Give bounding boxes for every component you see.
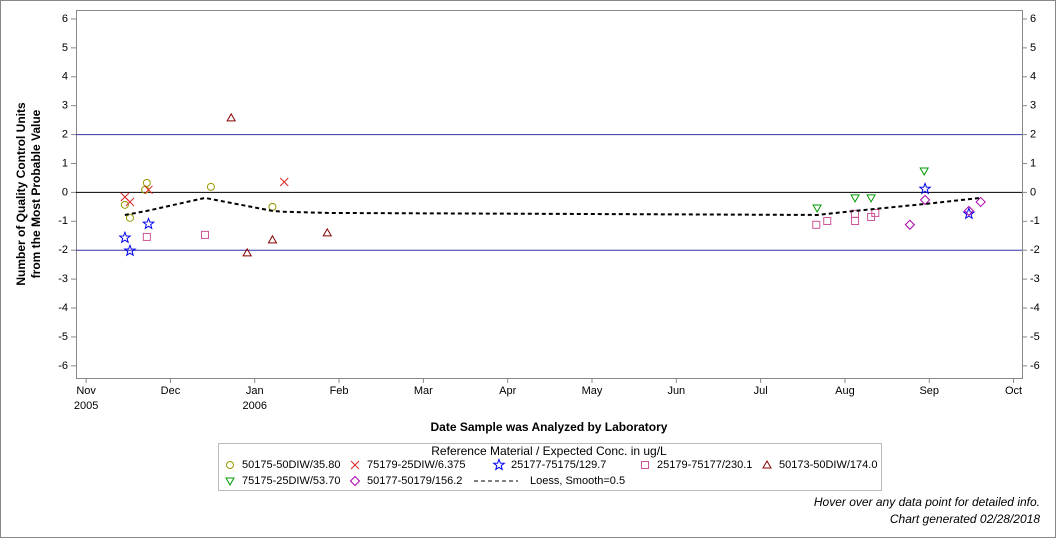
loess-line: [124, 196, 981, 216]
point: [206, 182, 215, 191]
point: [120, 200, 129, 209]
x-tick-sublabel: 2006: [243, 400, 267, 412]
point: [850, 194, 860, 203]
x-tick-label: Dec: [161, 385, 181, 397]
y2-tick-label: -4: [1030, 302, 1040, 314]
legend-label: 25177-75175/129.7: [511, 459, 606, 471]
x-tick-sublabel: 2005: [74, 400, 98, 412]
y-tick-label: 2: [62, 129, 68, 141]
x-tick-label: Feb: [330, 385, 349, 397]
point: [919, 194, 931, 206]
legend-swatch: [225, 477, 235, 487]
legend-label: 50175-50DIW/35.80: [242, 459, 340, 471]
y-tick-label: 3: [62, 100, 68, 112]
point: [812, 204, 822, 214]
point: [144, 185, 153, 195]
legend-swatch: [349, 475, 361, 487]
y-tick-label: -5: [58, 331, 68, 343]
y2-tick-label: 2: [1030, 129, 1036, 141]
y-tick-label: 4: [62, 71, 68, 83]
x-tick-label: May: [582, 385, 603, 397]
plot-frame: [76, 10, 1023, 379]
y2-tick-label: -2: [1030, 244, 1040, 256]
y-axis-label: from the Most Probable Value: [29, 109, 43, 278]
legend-label: Loess, Smooth=0.5: [530, 475, 625, 487]
point: [851, 217, 860, 226]
legend-swatch: [226, 461, 234, 469]
x-tick-label: Jul: [754, 385, 768, 397]
x-tick-label: Apr: [499, 385, 516, 397]
point: [125, 197, 135, 207]
y2-tick-label: 5: [1030, 42, 1036, 54]
point: [322, 227, 333, 237]
point: [267, 234, 278, 244]
y-tick-label: -4: [58, 302, 68, 314]
y-tick-label: -3: [58, 273, 68, 285]
point: [201, 230, 209, 239]
point: [242, 247, 253, 257]
x-axis-label: Date Sample was Analyzed by Laboratory: [431, 420, 668, 434]
legend-label: 50173-50DIW/174.0: [779, 459, 877, 471]
footer-note: Hover over any data point for detailed i…: [814, 495, 1040, 509]
point: [919, 167, 930, 177]
legend-label: 75175-25DIW/53.70: [242, 475, 340, 487]
point: [125, 213, 134, 222]
y-tick-label: 5: [62, 42, 68, 54]
y-tick-label: 0: [62, 186, 68, 198]
point: [226, 112, 236, 122]
y2-tick-label: -3: [1030, 273, 1040, 285]
legend-swatch: [350, 460, 360, 470]
point: [963, 205, 975, 217]
x-tick-label: Sep: [919, 385, 939, 397]
y2-tick-label: -1: [1030, 215, 1040, 227]
y2-tick-label: 0: [1030, 186, 1036, 198]
y2-tick-label: 4: [1030, 71, 1036, 83]
point: [812, 220, 821, 229]
point: [867, 212, 876, 221]
x-tick-label: Aug: [835, 385, 855, 397]
x-tick-label: Jan: [246, 385, 264, 397]
y-axis-label: Number of Quality Control Units: [14, 102, 28, 286]
legend-box: [218, 443, 882, 491]
point: [918, 182, 932, 195]
legend-swatch: [492, 458, 506, 471]
y-tick-label: -1: [58, 215, 68, 227]
y2-tick-label: 1: [1030, 157, 1036, 169]
y2-tick-label: -5: [1030, 331, 1040, 343]
x-tick-label: Nov: [76, 385, 96, 397]
x-tick-label: Oct: [1005, 385, 1022, 397]
y-tick-label: 6: [62, 13, 68, 25]
point: [118, 230, 132, 244]
legend-label: 25179-75177/230.1: [657, 459, 752, 471]
x-tick-label: Mar: [414, 385, 433, 397]
y-tick-label: -2: [58, 244, 68, 256]
y2-tick-label: 3: [1030, 100, 1036, 112]
legend-title: Reference Material / Expected Conc. in u…: [431, 444, 667, 458]
point: [279, 177, 289, 187]
point: [975, 196, 986, 208]
legend-label: 50177-50179/156.2: [367, 475, 462, 487]
point: [904, 219, 916, 230]
point: [871, 208, 880, 217]
point: [123, 243, 137, 257]
y2-tick-label: 6: [1030, 13, 1036, 25]
point: [142, 178, 151, 187]
legend-swatch: [641, 461, 649, 469]
point: [141, 216, 156, 230]
legend-swatch: [762, 459, 772, 469]
footer-note: Chart generated 02/28/2018: [890, 512, 1040, 526]
x-tick-label: Jun: [667, 385, 685, 397]
y-tick-label: 1: [62, 157, 68, 169]
legend-label: 75179-25DIW/6.375: [367, 459, 465, 471]
y-tick-label: -6: [58, 360, 68, 372]
point: [866, 194, 876, 203]
point: [823, 217, 832, 226]
y2-tick-label: -6: [1030, 360, 1040, 372]
point: [142, 232, 151, 241]
